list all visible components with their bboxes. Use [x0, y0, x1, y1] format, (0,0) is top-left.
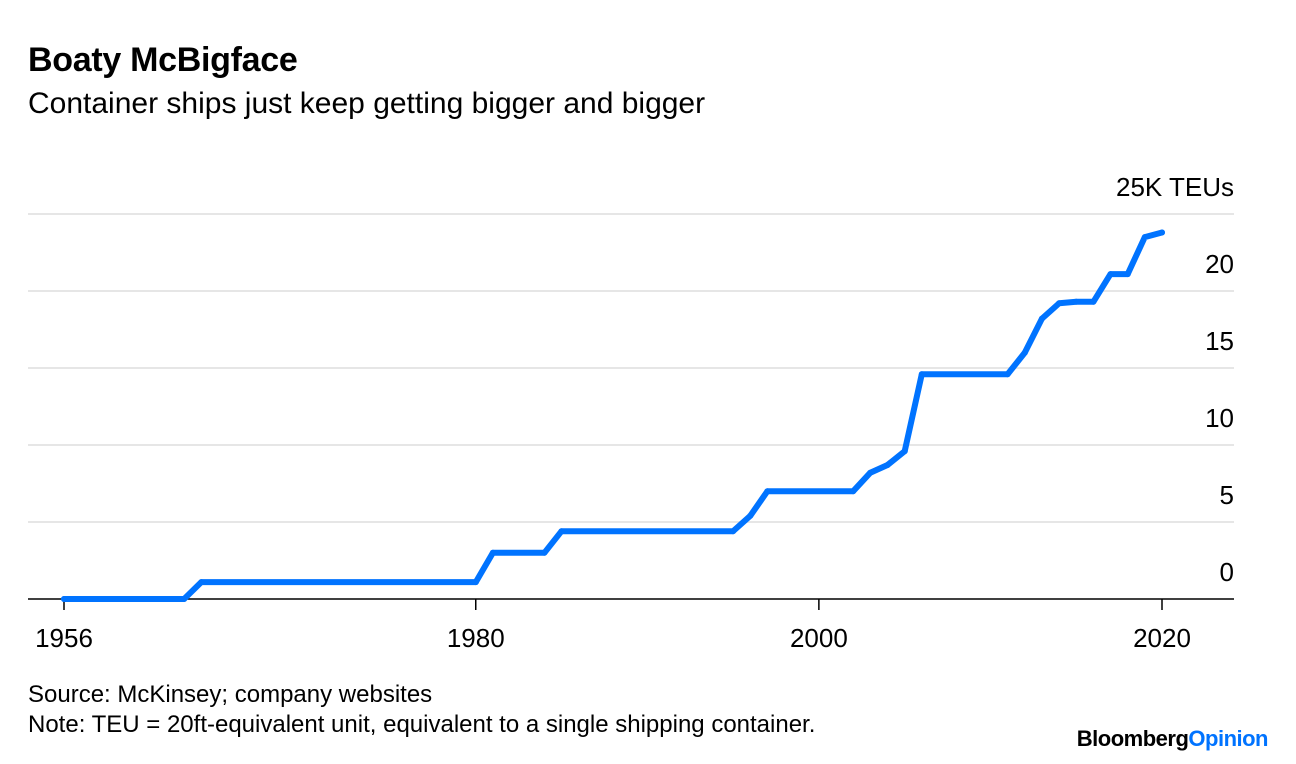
data-point-2005	[901, 448, 908, 455]
y-tick-label-5: 5	[1220, 480, 1234, 510]
data-point-1996	[747, 512, 754, 519]
x-tick-label-1980: 1980	[447, 623, 505, 653]
data-point-2018	[1124, 271, 1131, 278]
data-point-1981	[489, 549, 496, 556]
data-point-2006	[918, 371, 925, 378]
data-point-1980	[472, 579, 479, 586]
data-point-1963	[181, 596, 188, 602]
y-tick-label-25: 25K TEUs	[1116, 172, 1234, 202]
data-point-2002	[850, 488, 857, 495]
x-axis: 1956 1980 2000 2020	[28, 598, 1234, 653]
source-note: Source: McKinsey; company websites	[28, 681, 433, 708]
data-point-2017	[1107, 271, 1114, 278]
x-tick-label-2000: 2000	[790, 623, 848, 653]
series-line-0	[61, 229, 1165, 602]
brand-bloomberg: Bloomberg	[1076, 726, 1189, 751]
chart-subtitle: Container ships just keep getting bigger…	[28, 87, 706, 120]
data-point-2013	[1038, 315, 1045, 322]
data-point-1956	[61, 596, 67, 602]
data-point-2012	[1021, 349, 1028, 356]
y-tick-label-10: 10	[1205, 403, 1234, 433]
y-axis-tick-labels: 0 5 10 15 20 25K TEUs	[1116, 172, 1234, 587]
chart-title: Boaty McBigface	[28, 41, 298, 79]
data-point-1964	[198, 579, 205, 586]
data-point-2003	[867, 469, 874, 476]
data-point-2004	[884, 462, 891, 468]
gridlines	[28, 213, 1234, 523]
data-point-1995	[730, 528, 737, 535]
data-point-1997	[764, 488, 771, 495]
y-tick-label-20: 20	[1205, 249, 1234, 279]
data-point-2011	[1004, 371, 1011, 378]
data-point-2016	[1090, 298, 1097, 305]
series-layer	[61, 229, 1165, 602]
data-point-2014	[1056, 300, 1063, 307]
bloomberg-opinion-logo: BloombergOpinion	[1076, 724, 1269, 754]
brand-opinion: Opinion	[1188, 726, 1268, 751]
data-point-2019	[1141, 234, 1148, 241]
x-tick-label-1956: 1956	[35, 623, 93, 653]
data-point-2015	[1073, 298, 1080, 305]
y-tick-label-15: 15	[1205, 326, 1234, 356]
data-point-2020	[1159, 229, 1165, 236]
x-tick-label-2020: 2020	[1133, 623, 1191, 653]
data-point-1985	[558, 528, 565, 535]
data-point-1984	[541, 549, 548, 556]
y-tick-label-0: 0	[1220, 557, 1234, 587]
teu-note: Note: TEU = 20ft-equivalent unit, equiva…	[28, 711, 816, 738]
